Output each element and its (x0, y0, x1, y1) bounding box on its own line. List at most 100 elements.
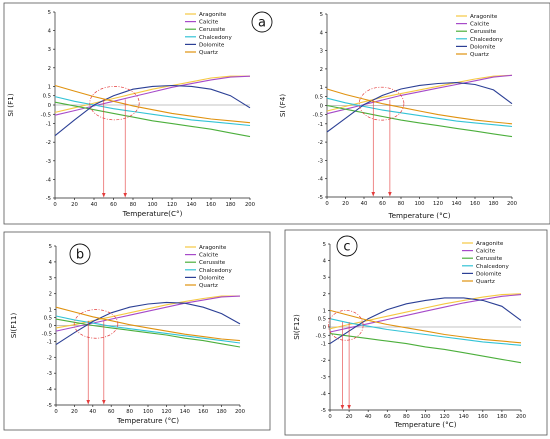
highlight-ellipse (328, 310, 364, 341)
y-tick-label: -2 (46, 140, 51, 146)
x-tick-label: 80 (126, 409, 133, 415)
x-tick-label: 0 (328, 414, 332, 420)
legend-label-calcite: Calcite (199, 253, 219, 259)
x-tick-label: 20 (342, 201, 349, 207)
x-tick-label: 120 (440, 414, 451, 420)
series-line-calcite (54, 75, 251, 116)
legend-label-quartz: Quartz (199, 283, 218, 289)
y-tick-label: -3 (321, 375, 326, 381)
y-tick-label: 2 (48, 66, 51, 72)
legend-label-chalcedony: Chalcedony (199, 268, 232, 274)
series-line-quartz (329, 309, 522, 344)
legend-label-cerussite: Cerussite (199, 27, 226, 33)
series-line-dolomite (54, 84, 251, 137)
x-tick-label: 60 (110, 202, 117, 208)
legend-label-calcite: Calcite (476, 249, 496, 255)
marker-arrowhead (86, 400, 90, 405)
y-axis-label: SI(F12) (292, 314, 301, 340)
series-line-chalcedony (54, 96, 251, 127)
highlight-ellipse (358, 86, 405, 121)
series-line-quartz (55, 306, 241, 342)
legend-label-cerussite: Cerussite (470, 29, 497, 35)
series-line-calcite (55, 295, 241, 332)
series-line-chalcedony (55, 315, 241, 344)
legend-label-aragonite: Aragonite (470, 14, 498, 20)
panel-letter: c (343, 240, 350, 255)
legend-label-dolomite: Dolomite (199, 275, 225, 281)
x-tick-label: 160 (470, 201, 481, 207)
y-tick-label: -5 (46, 196, 51, 202)
legend-label-aragonite: Aragonite (199, 12, 227, 18)
legend-label-aragonite: Aragonite (199, 245, 227, 251)
x-tick-label: 0 (54, 409, 58, 415)
y-tick-label: -3 (46, 159, 51, 165)
y-tick-label: 3 (320, 49, 323, 55)
x-tick-label: 120 (167, 202, 178, 208)
y-tick-label: 5 (320, 12, 323, 18)
y-tick-label: 0.5 (315, 94, 323, 100)
x-tick-label: 40 (361, 201, 368, 207)
series-line-aragonite (54, 75, 250, 113)
x-axis-label: Temperature (°C) (393, 420, 456, 429)
y-tick-label: -2 (318, 140, 323, 146)
y-tick-label: -0.5 (41, 112, 51, 118)
marker-arrowhead (347, 405, 351, 410)
y-tick-label: 0 (323, 325, 327, 331)
x-tick-label: 180 (225, 202, 236, 208)
x-axis-label: Temperature (°C) (387, 211, 450, 220)
y-tick-label: -1 (46, 122, 51, 128)
series-line-chalcedony (326, 97, 513, 128)
panel-letter: b (76, 248, 84, 263)
series-line-aragonite (329, 293, 522, 330)
x-tick-label: 120 (433, 201, 444, 207)
y-tick-label: 4 (323, 259, 327, 265)
legend-label-dolomite: Dolomite (199, 42, 225, 48)
series-line-calcite (326, 74, 513, 115)
series-line-aragonite (326, 74, 513, 112)
y-tick-label: -1 (47, 339, 52, 345)
x-tick-label: 0 (53, 202, 57, 208)
y-tick-label: -0.5 (316, 333, 326, 339)
y-tick-label: -0.5 (313, 113, 323, 119)
series-line-dolomite (55, 301, 241, 346)
x-tick-label: 160 (478, 414, 489, 420)
marker-arrowhead (102, 400, 106, 405)
x-tick-label: 20 (71, 202, 78, 208)
legend-label-calcite: Calcite (470, 22, 490, 28)
frame-panel-c (284, 229, 548, 436)
y-tick-label: 2 (323, 292, 326, 298)
y-tick-label: 4 (49, 260, 53, 266)
x-tick-label: 180 (497, 414, 508, 420)
x-tick-label: 100 (414, 201, 425, 207)
panel-letter: a (258, 16, 266, 31)
x-tick-label: 80 (403, 414, 410, 420)
y-axis-label: SI (F4) (278, 94, 287, 117)
y-tick-label: 0.5 (318, 317, 326, 323)
y-tick-label: -3 (318, 158, 323, 164)
x-tick-label: 100 (420, 414, 431, 420)
y-tick-label: 1 (49, 308, 52, 314)
legend-label-cerussite: Cerussite (476, 256, 503, 262)
series-line-dolomite (326, 82, 513, 133)
legend-label-quartz: Quartz (199, 50, 218, 56)
chart-panel-0: -5 -4 -3 -2 -1 -0.5 0 0.5 1 2 3 4 5 0 20 40 60 80 100 120 14… (6, 10, 273, 218)
legend-label-dolomite: Dolomite (470, 44, 496, 50)
y-tick-label: 0 (320, 104, 324, 110)
y-tick-label: -5 (318, 195, 323, 201)
y-tick-label: 1 (48, 84, 51, 90)
x-tick-label: 20 (71, 409, 78, 415)
frame-top-row (3, 2, 550, 225)
y-tick-label: -4 (318, 177, 324, 183)
chart-panel-1: -5 -4 -3 -2 -1 -0.5 0 0.5 1 2 3 4 5 0 20 40 60 80 100 120 14… (278, 12, 518, 220)
legend-label-calcite: Calcite (199, 20, 219, 26)
y-tick-label: -1 (318, 122, 323, 128)
y-tick-label: 0 (48, 103, 52, 109)
series-line-quartz (54, 84, 251, 124)
x-tick-label: 0 (325, 201, 329, 207)
series-line-cerussite (326, 104, 513, 138)
highlight-ellipse (89, 86, 140, 121)
marker-arrowhead (340, 405, 345, 410)
y-tick-label: -3 (47, 371, 52, 377)
x-tick-label: 140 (451, 201, 462, 207)
